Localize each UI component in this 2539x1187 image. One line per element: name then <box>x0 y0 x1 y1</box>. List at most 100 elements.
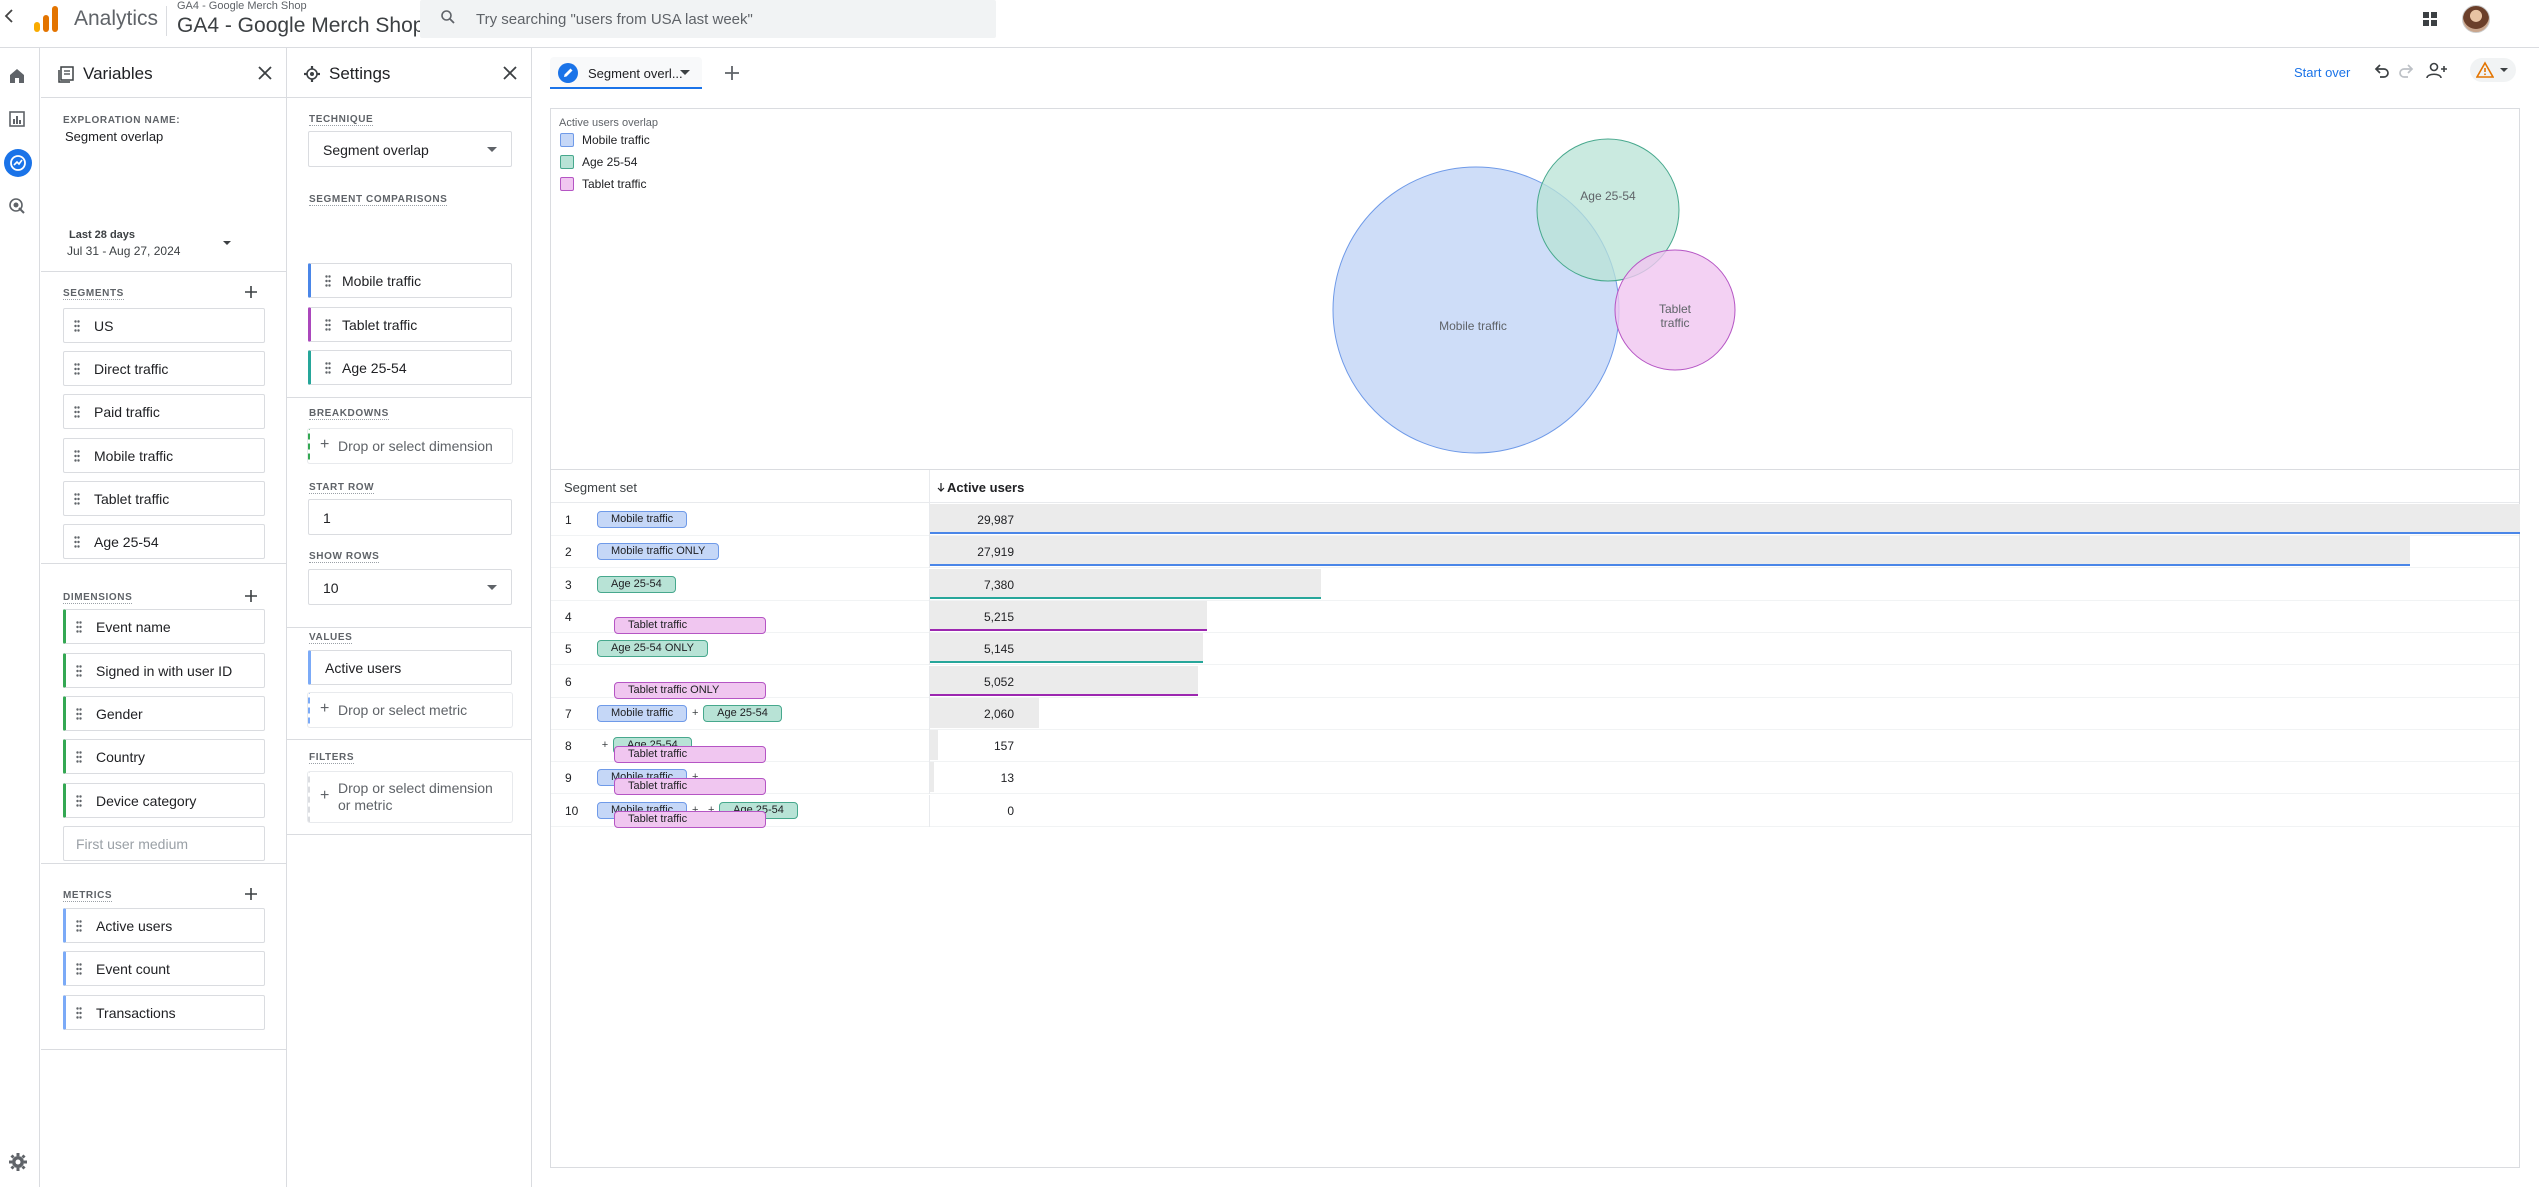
table-row[interactable]: 6 Tablet traffic ONLY 5,052 <box>551 665 2519 699</box>
segment-chip[interactable]: Paid traffic <box>63 394 265 429</box>
drag-handle-icon[interactable] <box>76 665 82 677</box>
table-row[interactable]: 3 Age 25-54 7,380 <box>551 568 2519 601</box>
metric-chip[interactable]: Transactions <box>63 995 265 1030</box>
drag-handle-icon[interactable] <box>74 450 80 462</box>
drag-handle-icon[interactable] <box>74 493 80 505</box>
search-input[interactable] <box>476 6 956 32</box>
metric-dropzone[interactable]: + Drop or select metric <box>308 693 512 727</box>
segment-chip[interactable]: US <box>63 308 265 343</box>
avatar[interactable] <box>2462 5 2490 33</box>
drag-handle-icon[interactable] <box>76 963 82 975</box>
close-icon[interactable] <box>256 64 274 82</box>
tab-segment-overlap[interactable]: Segment overl... <box>550 57 702 89</box>
admin-gear-icon[interactable] <box>8 1152 28 1172</box>
comparison-segment-chip[interactable]: Age 25-54 <box>308 350 512 385</box>
segment-pill[interactable]: Age 25-54 ONLY <box>597 640 708 658</box>
segment-pill[interactable]: Tablet traffic <box>614 746 766 764</box>
tab-menu-caret-icon[interactable] <box>680 70 690 75</box>
redo-icon[interactable] <box>2396 61 2416 81</box>
table-row[interactable]: 10 Mobile traffic + Tablet traffic + Age 25-5… <box>551 794 2519 828</box>
comparison-segment-chip[interactable]: Mobile traffic <box>308 263 512 298</box>
advertising-icon[interactable] <box>7 196 27 216</box>
drag-handle-icon[interactable] <box>76 920 82 932</box>
table-row[interactable]: 7 Mobile traffic + Age 25-54 2,060 <box>551 697 2519 730</box>
table-row[interactable]: 2 Mobile traffic ONLY 27,919 <box>551 536 2519 569</box>
dimension-chip[interactable]: Signed in with user ID <box>63 653 265 688</box>
add-dimension-icon[interactable] <box>244 589 258 603</box>
dimension-chip[interactable]: Country <box>63 739 265 774</box>
reports-icon[interactable] <box>7 109 27 129</box>
segment-chip[interactable]: Direct traffic <box>63 351 265 386</box>
dimension-chip[interactable]: Gender <box>63 696 265 731</box>
table-row[interactable]: 5 Age 25-54 ONLY 5,145 <box>551 633 2519 666</box>
date-dropdown-icon[interactable] <box>223 241 231 245</box>
segment-chip[interactable]: Tablet traffic <box>63 481 265 516</box>
drag-handle-icon[interactable] <box>325 275 331 287</box>
metric-label: Event count <box>96 961 170 977</box>
undo-icon[interactable] <box>2372 61 2392 81</box>
age-25-54-circle[interactable] <box>1536 138 1680 282</box>
metric-chip[interactable]: Active users <box>63 908 265 943</box>
metric-chip[interactable]: Event count <box>63 951 265 986</box>
legend-swatch <box>560 155 574 169</box>
segment-pill[interactable]: Age 25-54 <box>703 704 782 722</box>
segment-pill[interactable]: Tablet traffic <box>614 778 766 796</box>
drag-handle-icon[interactable] <box>76 621 82 633</box>
segment-pill[interactable]: Mobile traffic <box>597 704 688 722</box>
close-icon[interactable] <box>501 64 519 82</box>
add-tab-icon[interactable] <box>721 62 743 84</box>
exploration-name[interactable]: Segment overlap <box>65 129 164 144</box>
filter-dropzone[interactable]: + Drop or select dimension or metric <box>308 772 512 822</box>
table-row[interactable]: 8 Tablet traffic + Age 25-54 157 <box>551 730 2519 764</box>
tablet-traffic-circle[interactable] <box>1614 249 1736 371</box>
segment-pill[interactable]: Mobile traffic <box>597 511 688 528</box>
comparison-segment-chip[interactable]: Tablet traffic <box>308 307 512 342</box>
add-segment-icon[interactable] <box>244 285 258 299</box>
start-row-input[interactable]: 1 <box>308 499 512 535</box>
home-icon[interactable] <box>7 66 27 86</box>
breakdown-dropzone[interactable]: + Drop or select dimension <box>308 429 512 463</box>
drag-handle-icon[interactable] <box>325 362 331 374</box>
drag-handle-icon[interactable] <box>74 536 80 548</box>
segment-chip[interactable]: Age 25-54 <box>63 524 265 559</box>
table-row[interactable]: 9 Mobile traffic + Tablet traffic 13 <box>551 762 2519 796</box>
drag-handle-icon[interactable] <box>76 795 82 807</box>
account-name-small[interactable]: GA4 - Google Merch Shop <box>177 0 307 12</box>
search-bar[interactable] <box>420 0 996 38</box>
drag-handle-icon[interactable] <box>76 1007 82 1019</box>
segment-chip[interactable]: Mobile traffic <box>63 438 265 473</box>
segment-set-header[interactable]: Segment set <box>564 480 637 495</box>
segment-pill[interactable]: Tablet traffic <box>614 810 766 828</box>
drag-handle-icon[interactable] <box>74 406 80 418</box>
back-arrow-icon[interactable] <box>2 8 22 28</box>
explore-icon[interactable] <box>4 149 32 177</box>
segment-pill[interactable]: Age 25-54 <box>597 575 676 593</box>
drag-handle-icon[interactable] <box>76 708 82 720</box>
share-user-icon[interactable] <box>2425 61 2449 81</box>
value-metric-chip[interactable]: Active users <box>308 650 512 685</box>
technique-select[interactable]: Segment overlap <box>308 131 512 167</box>
add-metric-icon[interactable] <box>244 887 258 901</box>
dimension-chip[interactable]: Device category <box>63 783 265 818</box>
start-over-button[interactable]: Start over <box>2294 65 2351 80</box>
sort-descending-icon[interactable] <box>937 482 945 492</box>
analytics-logo-icon[interactable] <box>34 6 58 32</box>
drag-handle-icon[interactable] <box>74 320 80 332</box>
dimension-chip[interactable]: Event name <box>63 609 265 644</box>
apps-grid-icon[interactable] <box>2420 9 2440 29</box>
segment-pill[interactable]: Mobile traffic ONLY <box>597 543 720 561</box>
date-range[interactable]: Jul 31 - Aug 27, 2024 <box>67 244 181 258</box>
drag-handle-icon[interactable] <box>325 319 331 331</box>
warning-button[interactable] <box>2470 58 2516 82</box>
table-row[interactable]: 1 Mobile traffic 29,987 <box>551 504 2520 536</box>
dimension-placeholder[interactable]: First user medium <box>63 826 265 861</box>
segment-pill[interactable]: Tablet traffic ONLY <box>614 681 766 699</box>
edit-pencil-icon[interactable] <box>558 63 578 83</box>
property-selector[interactable]: GA4 - Google Merch Shop <box>177 14 425 37</box>
drag-handle-icon[interactable] <box>74 363 80 375</box>
table-row[interactable]: 4 Tablet traffic 5,215 <box>551 600 2519 634</box>
segment-pill[interactable]: Tablet traffic <box>614 616 766 634</box>
active-users-header[interactable]: Active users <box>937 480 1024 495</box>
drag-handle-icon[interactable] <box>76 751 82 763</box>
show-rows-select[interactable]: 10 <box>308 569 512 605</box>
